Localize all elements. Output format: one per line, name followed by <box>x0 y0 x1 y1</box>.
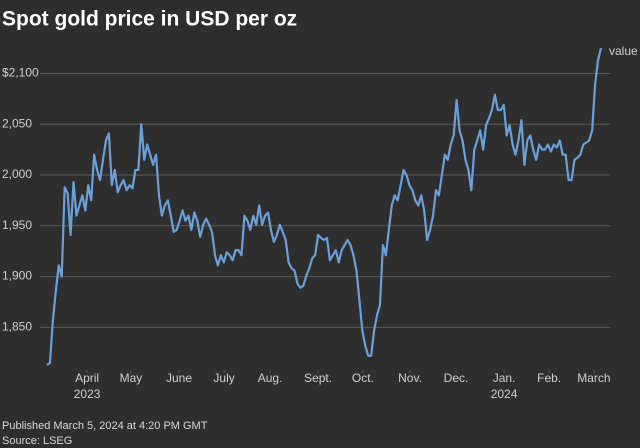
x-tick-label: June <box>166 371 192 385</box>
x-tick-label: Nov. <box>398 371 422 385</box>
x-tick-label: Feb. <box>537 371 561 385</box>
y-tick-label: 1,900 <box>2 269 32 283</box>
y-tick-label: 2,000 <box>2 167 32 181</box>
x-tick-label: May <box>120 371 143 385</box>
x-tick-label: Jan. <box>493 371 516 385</box>
x-tick-label: Aug. <box>258 371 283 385</box>
y-tick-label: 2,050 <box>2 116 32 130</box>
price-line <box>46 47 603 366</box>
chart-title: Spot gold price in USD per oz <box>2 8 297 31</box>
x-tick-label: April <box>75 371 99 385</box>
x-tick-label: Dec. <box>444 371 469 385</box>
y-tick-label: $2,100 <box>2 66 39 80</box>
x-tick-label: Sept. <box>304 371 332 385</box>
y-tick-label: 1,850 <box>2 320 32 334</box>
series-label: value <box>609 44 638 58</box>
y-tick-label: 1,950 <box>2 218 32 232</box>
x-tick-label: March <box>577 371 610 385</box>
x-tick-label: July <box>213 371 234 385</box>
x-year-label: 2024 <box>491 387 518 401</box>
published-note: Published March 5, 2024 at 4:20 PM GMT <box>2 420 208 432</box>
x-year-label: 2023 <box>74 387 101 401</box>
source-note: Source: LSEG <box>2 435 72 447</box>
x-tick-label: Oct. <box>352 371 374 385</box>
